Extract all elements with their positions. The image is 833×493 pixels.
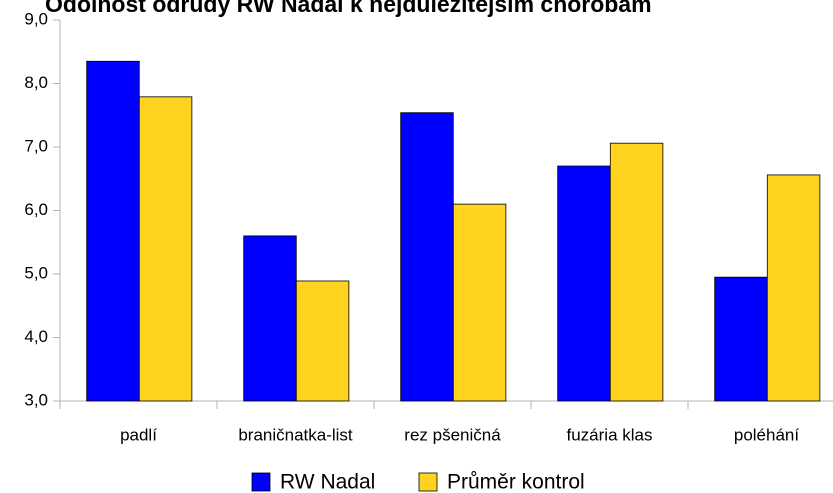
legend-label: Průměr kontrol [447,471,585,493]
y-tick-label: 9,0 [24,9,48,28]
x-tick-label: fuzária klas [567,425,653,444]
legend-swatch [251,472,271,492]
bar [766,174,821,402]
y-tick-label: 7,0 [24,136,48,155]
x-tick-label: rez pšeničná [404,425,501,444]
y-tick-label: 3,0 [24,390,48,409]
y-tick-label: 8,0 [24,73,48,92]
x-tick-label: poléhání [734,425,800,444]
bar [609,142,664,402]
legend-swatch [418,472,438,492]
y-tick-label: 4,0 [24,327,48,346]
bar [138,96,193,402]
y-tick-label: 6,0 [24,200,48,219]
bar [243,235,297,402]
y-tick-label: 5,0 [24,263,48,282]
legend-label: RW Nadal [280,471,375,493]
bar [400,112,454,402]
bar [295,280,350,402]
x-tick-label: braničnatka-list [238,425,353,444]
chart-title: Odolnost odrůdy RW Nadal k nejdůležitějš… [45,0,652,17]
bar [557,165,611,402]
bar [714,276,768,402]
bar [452,203,507,402]
bar [86,60,140,402]
x-tick-label: padlí [120,425,157,444]
